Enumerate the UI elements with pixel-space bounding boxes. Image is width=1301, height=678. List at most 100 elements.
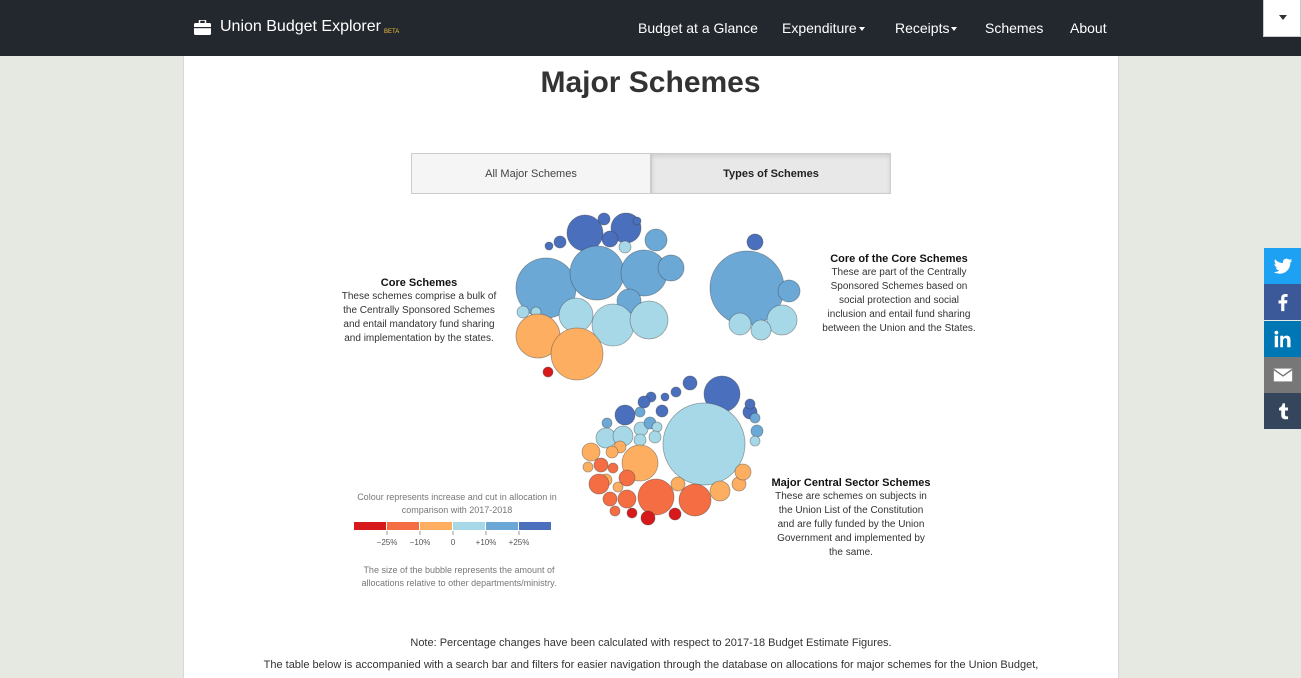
scheme-bubble[interactable] (749, 435, 761, 447)
scheme-bubble[interactable] (766, 304, 798, 336)
scheme-bubble[interactable] (668, 507, 682, 521)
briefcase-icon (194, 19, 211, 35)
scheme-bubble[interactable] (651, 421, 663, 433)
facebook-icon (1278, 294, 1288, 312)
central-sector-description: Major Central Sector Schemes These are s… (770, 476, 932, 560)
scheme-bubble[interactable] (516, 305, 530, 319)
twitter-icon (1273, 258, 1292, 274)
nav-budget-at-a-glance[interactable]: Budget at a Glance (638, 20, 758, 36)
brand[interactable]: Union Budget Explorer BETA (194, 18, 399, 36)
top-navbar: Union Budget Explorer BETA Budget at a G… (0, 0, 1301, 56)
legend-swatch (453, 522, 485, 530)
nav-expenditure-label: Expenditure (782, 20, 857, 36)
scheme-bubble[interactable] (553, 235, 567, 249)
legend-swatch (387, 522, 419, 530)
legend-tick-label: 0 (451, 538, 456, 547)
nav-receipts[interactable]: Receipts (895, 20, 958, 36)
size-legend-note: The size of the bubble represents the am… (361, 565, 557, 588)
scheme-bubble[interactable] (678, 483, 712, 517)
core-of-core-description: Core of the Core Schemes These are part … (820, 252, 978, 336)
scheme-bubble[interactable] (609, 505, 621, 517)
scheme-bubble[interactable] (655, 404, 669, 418)
scheme-bubble[interactable] (777, 279, 801, 303)
scheme-bubble[interactable] (670, 476, 686, 492)
scheme-bubble[interactable] (644, 228, 668, 252)
scheme-bubble[interactable] (660, 392, 670, 402)
scheme-bubble[interactable] (617, 489, 637, 509)
colour-legend: −25% −10% 0 +10% +25% (354, 522, 551, 547)
core-of-core-text: These are part of the Centrally Sponsore… (822, 267, 976, 334)
scheme-bubble[interactable] (749, 412, 761, 424)
legend-tick-label: +25% (509, 538, 530, 547)
scheme-bubble[interactable] (558, 297, 594, 333)
table-note: The table below is accompanied with a se… (263, 659, 1039, 671)
scheme-bubble[interactable] (640, 510, 656, 526)
scheme-bubble[interactable] (607, 462, 619, 474)
caret-down-icon (858, 27, 865, 32)
scheme-bubble[interactable] (750, 319, 772, 341)
scheme-bubble[interactable] (614, 404, 636, 426)
scheme-bubble[interactable] (618, 240, 632, 254)
scheme-bubble[interactable] (728, 312, 752, 336)
scheme-bubble[interactable] (709, 480, 731, 502)
scheme-bubble[interactable] (734, 463, 752, 481)
central-sector-text: These are schemes on subjects in the Uni… (775, 491, 927, 558)
share-tumblr[interactable] (1264, 393, 1301, 429)
scheme-bubble[interactable] (542, 366, 554, 378)
scheme-bubble[interactable] (682, 375, 698, 391)
scheme-bubble[interactable] (601, 417, 613, 429)
scheme-bubble[interactable] (612, 481, 624, 493)
scheme-bubble[interactable] (637, 478, 675, 516)
scheme-bubble[interactable] (602, 491, 618, 507)
tumblr-icon (1278, 403, 1288, 420)
scheme-bubble[interactable] (670, 386, 682, 398)
scheme-bubble[interactable] (569, 245, 625, 301)
core-schemes-text: These schemes comprise a bulk of the Cen… (341, 291, 497, 344)
share-linkedin[interactable] (1264, 321, 1301, 357)
nav-expenditure[interactable]: Expenditure (782, 20, 865, 36)
scheme-bubble[interactable] (648, 430, 662, 444)
scheme-bubble[interactable] (605, 445, 619, 459)
share-twitter[interactable] (1264, 248, 1301, 284)
scheme-bubble[interactable] (744, 398, 756, 410)
legend-caption: Colour represents increase and cut in al… (357, 492, 557, 515)
scheme-bubble[interactable] (544, 241, 554, 251)
scheme-bubble[interactable] (637, 395, 651, 409)
scheme-bubble[interactable] (750, 424, 764, 438)
scheme-bubble[interactable] (634, 406, 646, 418)
scheme-bubble[interactable] (746, 233, 764, 251)
legend-tick-label: +10% (476, 538, 497, 547)
scheme-bubble[interactable] (626, 507, 638, 519)
legend-tick-label: −10% (410, 538, 431, 547)
share-email[interactable] (1264, 357, 1301, 393)
scheme-bubble[interactable] (632, 216, 642, 226)
scheme-bubble[interactable] (657, 254, 685, 282)
percentage-note: Note: Percentage changes have been calcu… (410, 637, 892, 649)
scheme-bubble[interactable] (629, 300, 669, 340)
scheme-bubble[interactable] (662, 402, 746, 486)
scheme-bubble[interactable] (582, 461, 594, 473)
tab-all-major-schemes[interactable]: All Major Schemes (411, 153, 651, 194)
email-icon (1272, 368, 1293, 382)
caret-down-icon (951, 27, 958, 32)
core-schemes-description: Core Schemes These schemes comprise a bu… (340, 276, 498, 346)
legend-swatch (519, 522, 551, 530)
scheme-bubble[interactable] (581, 442, 601, 462)
tab-types-of-schemes[interactable]: Types of Schemes (651, 153, 891, 194)
scheme-bubble[interactable] (550, 327, 604, 381)
linkedin-icon (1273, 330, 1291, 348)
scheme-bubble[interactable] (618, 469, 636, 487)
beta-badge: BETA (383, 29, 400, 35)
brand-title: Union Budget Explorer (220, 18, 381, 35)
scheme-bubble[interactable] (566, 214, 604, 252)
scheme-bubble[interactable] (593, 457, 609, 473)
share-facebook[interactable] (1264, 284, 1301, 320)
scheme-bubble[interactable] (633, 433, 647, 447)
scheme-bubble[interactable] (588, 473, 610, 495)
scheme-bubble[interactable] (601, 230, 619, 248)
scheme-bubble[interactable] (597, 212, 611, 226)
core-schemes-title: Core Schemes (380, 277, 458, 289)
nav-about[interactable]: About (1070, 20, 1107, 36)
nav-schemes[interactable]: Schemes (985, 20, 1044, 36)
